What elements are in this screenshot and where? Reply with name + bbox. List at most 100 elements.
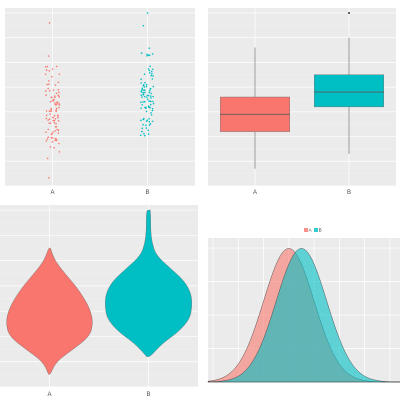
data-point xyxy=(150,97,152,99)
data-point xyxy=(57,81,60,84)
panel-4 xyxy=(207,238,400,383)
data-point xyxy=(52,116,54,119)
data-point xyxy=(58,91,60,94)
data-point xyxy=(54,117,57,120)
legend-label-a: A xyxy=(309,228,312,233)
data-point xyxy=(143,86,146,88)
data-point xyxy=(143,95,146,98)
data-point xyxy=(148,100,150,102)
data-point xyxy=(151,109,154,112)
data-point xyxy=(148,106,151,109)
data-point xyxy=(51,140,54,143)
data-point xyxy=(46,138,49,140)
data-point xyxy=(140,101,142,104)
box-b xyxy=(314,74,384,108)
data-point xyxy=(49,113,51,115)
data-point xyxy=(140,78,142,80)
data-point xyxy=(49,122,52,124)
data-point xyxy=(58,96,60,98)
data-point xyxy=(145,127,148,129)
data-point xyxy=(54,130,56,132)
data-point xyxy=(143,132,145,135)
data-point xyxy=(45,131,47,133)
data-point xyxy=(52,89,55,91)
data-point xyxy=(55,92,58,95)
x-tick-label-b: B xyxy=(347,190,351,196)
data-point xyxy=(54,126,57,128)
data-point xyxy=(148,117,150,120)
data-point xyxy=(142,94,144,96)
panel-background xyxy=(5,8,195,186)
data-point xyxy=(48,70,51,72)
data-point xyxy=(147,133,150,135)
data-point xyxy=(45,69,48,71)
data-point xyxy=(48,89,51,92)
data-point xyxy=(149,65,152,67)
data-point xyxy=(51,96,53,99)
data-point xyxy=(146,94,149,97)
data-point xyxy=(140,89,143,91)
data-point xyxy=(53,121,56,124)
data-point-outlier xyxy=(146,12,149,14)
data-point xyxy=(45,117,48,120)
data-point xyxy=(146,54,148,57)
data-point xyxy=(45,94,47,96)
data-point xyxy=(50,110,53,112)
data-point xyxy=(150,114,153,116)
data-point xyxy=(55,103,57,106)
data-point xyxy=(152,102,155,105)
data-point xyxy=(57,115,59,117)
data-point xyxy=(145,106,147,109)
data-point xyxy=(55,110,57,113)
x-tick-label-a: A xyxy=(50,190,54,196)
data-point xyxy=(57,116,59,119)
data-point xyxy=(54,139,56,142)
data-point xyxy=(56,128,59,131)
data-point xyxy=(151,68,154,71)
data-point xyxy=(151,53,154,55)
data-point xyxy=(52,119,55,122)
data-point xyxy=(152,85,155,88)
box-outlier xyxy=(348,11,350,14)
data-point xyxy=(48,110,51,112)
data-point xyxy=(145,124,147,126)
data-point xyxy=(142,84,145,87)
legend-key-b xyxy=(314,228,318,232)
data-point xyxy=(51,137,54,139)
data-point xyxy=(145,120,148,122)
data-point xyxy=(142,24,145,27)
data-point xyxy=(47,55,50,57)
data-point xyxy=(54,96,56,98)
data-point xyxy=(143,89,145,92)
data-point xyxy=(57,88,60,91)
data-point xyxy=(49,146,52,148)
data-point xyxy=(53,98,55,101)
data-point xyxy=(51,75,53,78)
data-point xyxy=(150,92,152,95)
data-point xyxy=(140,82,143,84)
data-point xyxy=(48,22,51,24)
data-point xyxy=(150,112,152,114)
data-point xyxy=(146,98,149,101)
data-point xyxy=(48,118,51,121)
data-point xyxy=(44,66,47,68)
data-point xyxy=(58,151,61,153)
legend-key-a xyxy=(304,228,308,232)
data-point xyxy=(142,91,144,94)
data-point xyxy=(139,134,142,137)
data-point xyxy=(149,103,152,106)
data-point xyxy=(144,81,146,84)
data-point xyxy=(141,87,144,89)
data-point xyxy=(55,109,57,111)
data-point xyxy=(151,78,154,80)
data-point xyxy=(47,87,49,90)
data-point xyxy=(47,176,50,179)
data-point xyxy=(147,94,150,97)
data-point xyxy=(140,119,142,122)
data-point xyxy=(141,130,143,133)
